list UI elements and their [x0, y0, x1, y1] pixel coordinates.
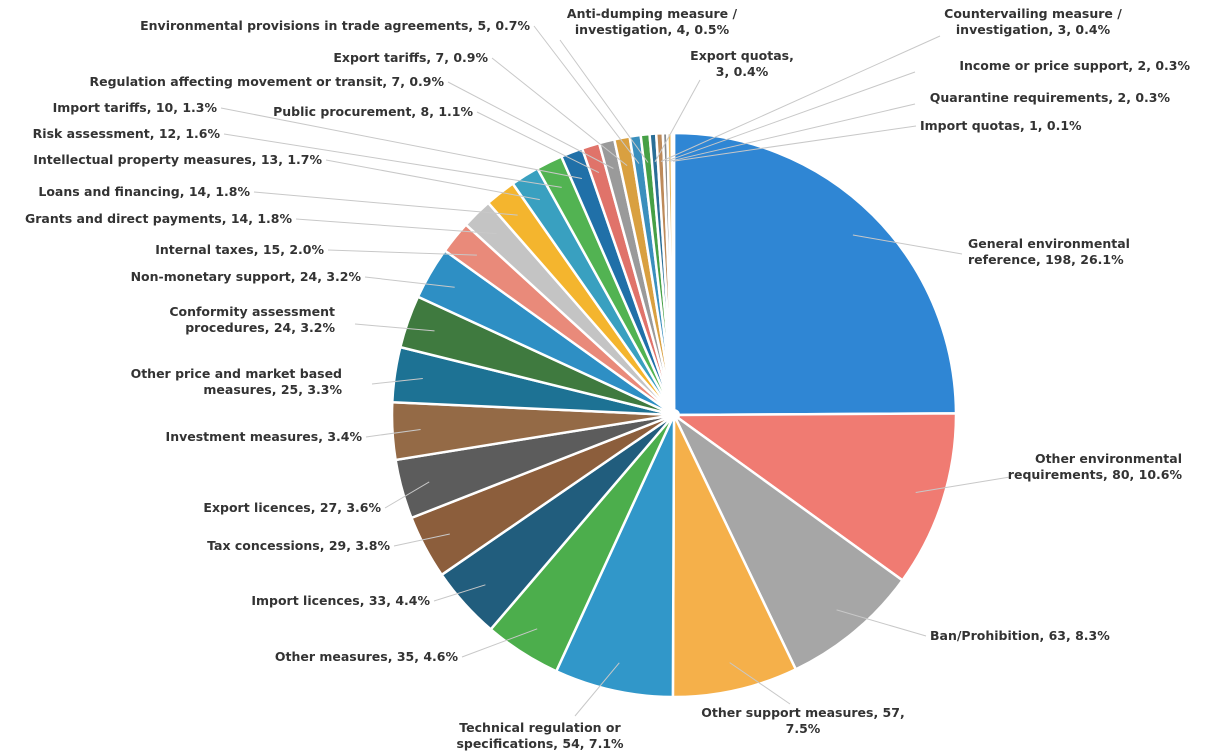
label-regulation-affecting-movement-or-transit: Regulation affecting movement or transit… [90, 74, 445, 89]
connector-environmental-provisions-in-trade-agreements [533, 25, 640, 164]
connector-quarantine-requirements [669, 103, 916, 162]
connector-export-licences [384, 481, 430, 509]
connector-other-measures [461, 628, 538, 658]
label-public-procurement: Public procurement, 8, 1.1% [273, 104, 473, 119]
label-income-or-price-support: Income or price support, 2, 0.3% [959, 58, 1190, 73]
label-export-quotas: Export quotas, 3, 0.4% [690, 48, 794, 79]
connector-internal-taxes [327, 249, 477, 256]
label-technical-regulation-or-specifications: Technical regulation or specifications, 5… [456, 720, 624, 751]
connector-intellectual-property-measures [325, 159, 540, 201]
slice-other-support-measures [671, 414, 798, 699]
label-environmental-provisions-in-trade-agreements: Environmental provisions in trade agreem… [140, 18, 530, 33]
connector-import-licences [433, 584, 486, 602]
slice-ban-prohibition [672, 413, 905, 672]
connector-export-tariffs [491, 57, 628, 166]
label-quarantine-requirements: Quarantine requirements, 2, 0.3% [930, 90, 1171, 105]
connector-tax-concessions [393, 533, 450, 547]
label-countervailing-measure-investigation: Countervailing measure / investigation, 3… [944, 6, 1122, 37]
label-other-measures: Other measures, 35, 4.6% [275, 649, 459, 664]
connector-technical-regulation-or-specifications [574, 662, 620, 717]
label-non-monetary-support: Non-monetary support, 24, 3.2% [131, 269, 362, 284]
label-loans-and-financing: Loans and financing, 14, 1.8% [38, 184, 250, 199]
connector-risk-assessment [223, 133, 562, 188]
label-other-price-and-market-based-measures: Other price and market based measures, 25… [131, 366, 343, 397]
connector-general-environmental-reference [852, 234, 963, 255]
label-export-tariffs: Export tariffs, 7, 0.9% [333, 50, 488, 65]
connector-countervailing-measure-investigation [660, 35, 941, 162]
label-tax-concessions: Tax concessions, 29, 3.8% [207, 538, 390, 553]
connector-investment-measures [365, 429, 421, 438]
slice-labels: General environmental reference, 198, 26.… [25, 6, 1190, 751]
label-other-support-measures: Other support measures, 57, 7.5% [701, 705, 904, 736]
label-investment-measures: Investment measures, 3.4% [166, 429, 363, 444]
connector-import-tariffs [220, 107, 582, 179]
connector-export-quotas [654, 79, 701, 163]
slice-other-environmental-requirements [670, 412, 958, 583]
connector-other-environmental-requirements [915, 476, 1011, 493]
slice-import-quotas [670, 131, 676, 416]
label-general-environmental-reference: General environmental reference, 198, 26.… [968, 236, 1130, 267]
label-anti-dumping-measure-investigation: Anti-dumping measure / investigation, 4, … [567, 6, 738, 37]
label-internal-taxes: Internal taxes, 15, 2.0% [155, 242, 324, 257]
label-risk-assessment: Risk assessment, 12, 1.6% [33, 126, 221, 141]
label-export-licences: Export licences, 27, 3.6% [203, 500, 381, 515]
label-intellectual-property-measures: Intellectual property measures, 13, 1.7% [33, 152, 322, 167]
slice-technical-regulation-or-specifications [554, 414, 676, 699]
connector-ban-prohibition [836, 609, 927, 637]
connector-import-quotas [672, 125, 917, 162]
connector-other-price-and-market-based-measures [371, 378, 423, 385]
label-import-quotas: Import quotas, 1, 0.1% [920, 118, 1082, 133]
connector-regulation-affecting-movement-or-transit [447, 81, 614, 169]
label-conformity-assessment-procedures: Conformity assessment procedures, 24, 3.2… [169, 304, 335, 335]
pie-slices [390, 131, 958, 699]
label-import-licences: Import licences, 33, 4.4% [251, 593, 430, 608]
connector-loans-and-financing [253, 191, 518, 216]
label-grants-and-direct-payments: Grants and direct payments, 14, 1.8% [25, 211, 292, 226]
connector-grants-and-direct-payments [295, 218, 497, 235]
label-other-environmental-requirements: Other environmental requirements, 80, 10.… [1008, 451, 1183, 482]
connector-non-monetary-support [364, 276, 455, 288]
slice-general-environmental-reference [672, 131, 958, 417]
connector-public-procurement [476, 111, 600, 174]
connector-income-or-price-support [665, 71, 916, 162]
connector-conformity-assessment-procedures [354, 323, 435, 332]
label-connectors [220, 25, 1011, 717]
label-ban-prohibition: Ban/Prohibition, 63, 8.3% [930, 628, 1110, 643]
label-import-tariffs: Import tariffs, 10, 1.3% [53, 100, 218, 115]
pie-center [668, 409, 680, 421]
connector-other-support-measures [729, 662, 791, 705]
connector-anti-dumping-measure-investigation [559, 39, 649, 163]
